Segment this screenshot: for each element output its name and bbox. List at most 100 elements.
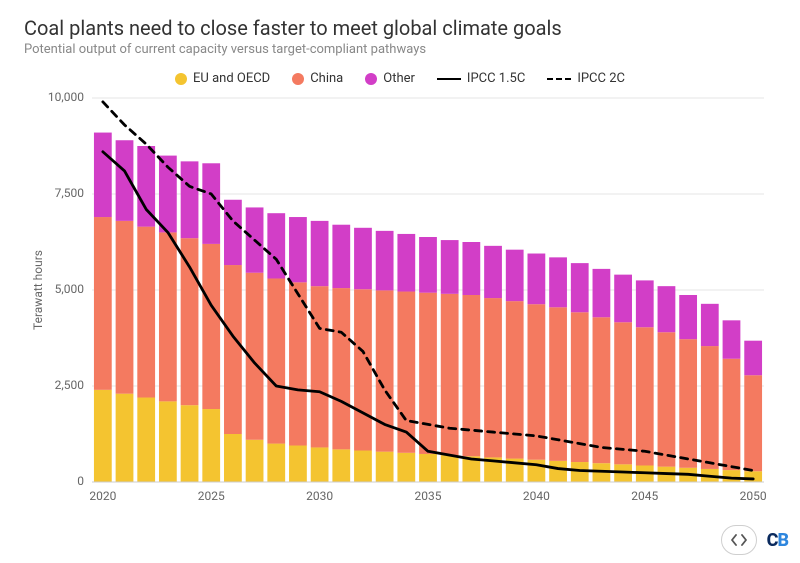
svg-text:2040: 2040 (523, 489, 550, 503)
bar-eu-oecd (332, 449, 350, 482)
bar-other (744, 341, 762, 376)
svg-text:2030: 2030 (306, 489, 333, 503)
legend: EU and OECD China Other IPCC 1.5C IPCC 2… (24, 71, 776, 86)
svg-text:2025: 2025 (198, 489, 225, 503)
bar-china (679, 339, 697, 468)
bar-other (723, 320, 741, 358)
legend-item-ipcc15: IPCC 1.5C (437, 71, 525, 86)
bar-other (636, 280, 654, 327)
swatch-ipcc2 (547, 78, 571, 80)
bar-other (527, 254, 545, 305)
embed-button[interactable] (721, 525, 757, 555)
bar-eu-oecd (744, 471, 762, 482)
bar-china (593, 317, 611, 463)
bar-china (94, 217, 112, 390)
legend-label-ipcc2: IPCC 2C (577, 71, 625, 86)
bar-china (636, 327, 654, 465)
svg-text:2045: 2045 (631, 489, 658, 503)
chart-area: 02,5005,0007,50010,000202020252030203520… (24, 92, 776, 512)
swatch-other (365, 73, 377, 85)
bar-china (202, 244, 220, 409)
legend-item-china: China (292, 71, 343, 86)
brand-logo: CB (767, 530, 788, 551)
bar-eu-oecd (311, 447, 329, 482)
bar-other (658, 286, 676, 332)
page-subtitle: Potential output of current capacity ver… (24, 42, 776, 57)
bar-other (181, 161, 199, 238)
legend-label-eu-oecd: EU and OECD (193, 71, 270, 86)
bar-eu-oecd (202, 409, 220, 482)
bar-other (376, 231, 394, 291)
bar-china (571, 312, 589, 462)
bar-eu-oecd (224, 434, 242, 482)
bar-china (311, 286, 329, 447)
chart-svg: 02,5005,0007,50010,000202020252030203520… (24, 92, 776, 512)
brand-logo-c: C (767, 530, 778, 551)
bar-china (701, 346, 719, 469)
bar-china (723, 359, 741, 470)
bar-other (549, 257, 567, 307)
bar-eu-oecd (549, 461, 567, 482)
bar-eu-oecd (723, 470, 741, 482)
bar-china (181, 238, 199, 405)
bar-eu-oecd (94, 390, 112, 482)
bar-other (484, 246, 502, 298)
bar-other (354, 228, 372, 289)
legend-item-eu-oecd: EU and OECD (175, 71, 270, 86)
bar-other (462, 242, 480, 295)
bar-china (744, 375, 762, 471)
bar-china (137, 227, 155, 398)
bar-eu-oecd (397, 453, 415, 482)
legend-item-other: Other (365, 71, 415, 86)
bar-other (289, 217, 307, 282)
bar-china (224, 265, 242, 434)
bar-eu-oecd (246, 440, 264, 482)
bar-other (506, 250, 524, 301)
bar-other (311, 221, 329, 286)
bar-other (679, 295, 697, 339)
svg-text:2,500: 2,500 (55, 378, 85, 392)
bar-china (159, 232, 177, 401)
bar-other (332, 225, 350, 288)
bar-china (332, 288, 350, 449)
legend-item-ipcc2: IPCC 2C (547, 71, 625, 86)
bar-china (419, 293, 437, 454)
swatch-ipcc15 (437, 78, 461, 80)
bar-eu-oecd (441, 455, 459, 482)
bar-eu-oecd (289, 446, 307, 482)
svg-text:Terawatt hours: Terawatt hours (31, 250, 45, 330)
svg-text:10,000: 10,000 (48, 92, 84, 104)
legend-label-china: China (310, 71, 343, 86)
svg-text:5,000: 5,000 (55, 282, 85, 296)
bar-eu-oecd (267, 444, 285, 482)
bar-eu-oecd (159, 401, 177, 482)
swatch-china (292, 73, 304, 85)
svg-text:2035: 2035 (415, 489, 442, 503)
page-title: Coal plants need to close faster to meet… (24, 16, 776, 40)
bar-other (94, 133, 112, 217)
bar-other (224, 200, 242, 265)
bar-china (441, 294, 459, 455)
bar-eu-oecd (354, 451, 372, 482)
bar-china (116, 221, 134, 394)
bar-other (571, 263, 589, 312)
bar-eu-oecd (376, 452, 394, 482)
bar-eu-oecd (116, 394, 134, 482)
bar-eu-oecd (181, 405, 199, 482)
bar-other (593, 269, 611, 317)
bar-china (614, 322, 632, 464)
bar-china (484, 298, 502, 457)
svg-text:2050: 2050 (740, 489, 767, 503)
svg-text:0: 0 (77, 474, 84, 488)
brand-logo-b: B (777, 530, 788, 551)
bar-china (289, 282, 307, 445)
bar-other (397, 234, 415, 292)
code-icon (731, 533, 747, 547)
legend-label-other: Other (383, 71, 415, 86)
bar-china (658, 332, 676, 466)
bar-eu-oecd (419, 454, 437, 482)
bar-eu-oecd (137, 398, 155, 482)
svg-text:7,500: 7,500 (55, 186, 85, 200)
legend-label-ipcc15: IPCC 1.5C (467, 71, 525, 86)
bar-other (614, 275, 632, 323)
